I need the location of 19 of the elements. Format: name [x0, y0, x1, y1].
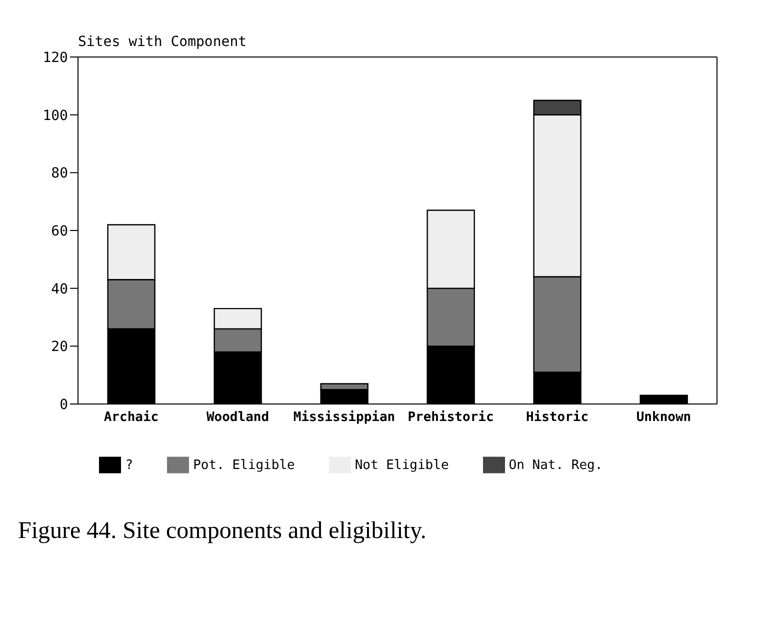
x-tick-label: Woodland: [206, 410, 270, 426]
x-tick-label: Unknown: [636, 410, 692, 426]
caption: Figure 44. Site components and eligibility.: [18, 518, 428, 545]
y-tick-label: 60: [51, 223, 68, 240]
x-tick-label: Prehistoric: [408, 410, 494, 426]
y-tick-label: 20: [51, 339, 68, 356]
y-axis-title: Sites with Component: [78, 34, 247, 50]
legend-label: On Nat. Reg.: [508, 458, 603, 473]
x-tick-label: Mississippian: [293, 410, 396, 426]
y-tick-label: 40: [51, 281, 68, 298]
y-tick-label: 100: [42, 108, 68, 124]
y-tick-label: 120: [42, 50, 68, 66]
x-tick-label: Historic: [526, 410, 589, 426]
legend-label: Not Eligible: [354, 458, 449, 473]
legend-label: ?: [125, 458, 134, 473]
legend-label: Pot. Eligible: [193, 458, 295, 473]
y-tick-label: 80: [51, 166, 68, 182]
y-tick-label: 0: [60, 396, 68, 413]
x-tick-label: Archaic: [104, 410, 159, 426]
